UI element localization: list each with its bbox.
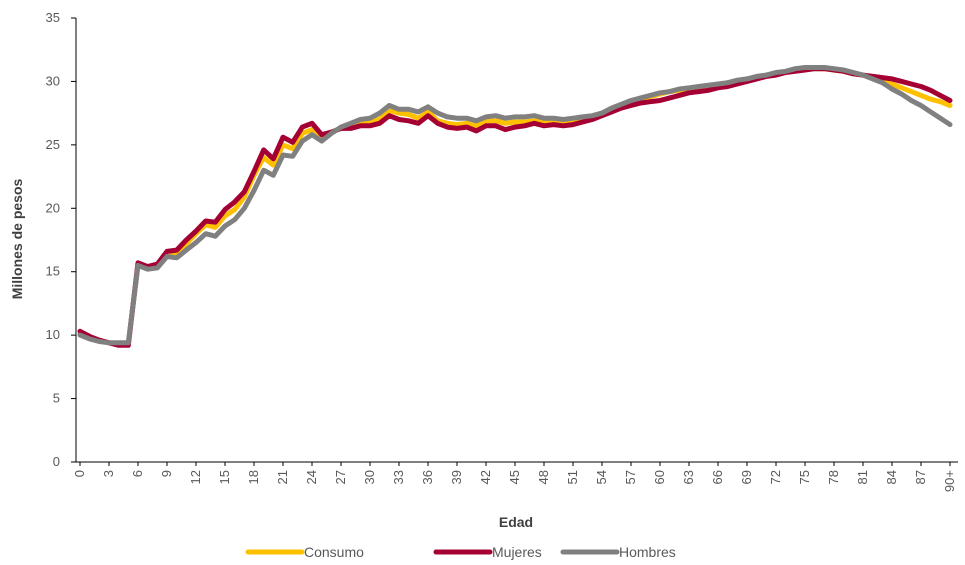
x-tick-label: 78 [826, 470, 841, 484]
x-tick-label: 6 [130, 470, 145, 477]
y-tick-label: 25 [46, 137, 60, 152]
x-tick-label: 69 [739, 470, 754, 484]
x-tick-label: 33 [391, 470, 406, 484]
x-tick-label: 54 [594, 470, 609, 484]
x-tick-label: 90+ [942, 470, 957, 492]
x-tick-label: 18 [246, 470, 261, 484]
y-axis-ticks: 0 5 10 15 20 25 30 35 [46, 10, 76, 469]
x-tick-label: 24 [304, 470, 319, 484]
x-tick-label: 12 [188, 470, 203, 484]
x-tick-label: 66 [710, 470, 725, 484]
x-tick-label: 27 [333, 470, 348, 484]
y-tick-label: 20 [46, 200, 60, 215]
x-tick-label: 39 [449, 470, 464, 484]
x-tick-label: 87 [913, 470, 928, 484]
x-tick-label: 30 [362, 470, 377, 484]
y-axis-title: Millones de pesos [9, 178, 25, 299]
y-tick-label: 5 [53, 391, 60, 406]
y-tick-label: 30 [46, 73, 60, 88]
y-tick-label: 0 [53, 454, 60, 469]
y-tick-label: 35 [46, 10, 60, 25]
legend-label-hombres: Hombres [619, 544, 676, 560]
series-line-mujeres [77, 66, 953, 348]
y-tick-label: 15 [46, 264, 60, 279]
x-tick-label: 63 [681, 470, 696, 484]
x-tick-label: 15 [217, 470, 232, 484]
x-tick-label: 60 [652, 470, 667, 484]
x-tick-label: 21 [275, 470, 290, 484]
series-line-consumo [77, 66, 953, 347]
x-tick-label: 0 [72, 470, 87, 477]
x-tick-label: 72 [768, 470, 783, 484]
x-tick-label: 51 [565, 470, 580, 484]
x-tick-label: 48 [536, 470, 551, 484]
x-tick-label: 9 [159, 470, 174, 477]
x-tick-label: 81 [855, 470, 870, 484]
x-tick-label: 84 [884, 470, 899, 484]
y-tick-label: 10 [46, 327, 60, 342]
legend-label-consumo: Consumo [304, 544, 364, 560]
x-axis-ticks: 0 3 6 9 12 15 18 21 24 27 30 33 36 39 42 45 48 51 54 57 60 63… [72, 462, 957, 492]
x-tick-label: 36 [420, 470, 435, 484]
x-tick-label: 75 [797, 470, 812, 484]
legend-label-mujeres: Mujeres [492, 544, 542, 560]
series-layer [77, 65, 953, 348]
series-line-hombres [77, 65, 953, 346]
x-axis-title: Edad [499, 514, 533, 530]
x-tick-label: 57 [623, 470, 638, 484]
x-tick-label: 42 [478, 470, 493, 484]
legend: Consumo Mujeres Hombres [245, 544, 676, 560]
x-tick-label: 3 [101, 470, 116, 477]
x-tick-label: 45 [507, 470, 522, 484]
